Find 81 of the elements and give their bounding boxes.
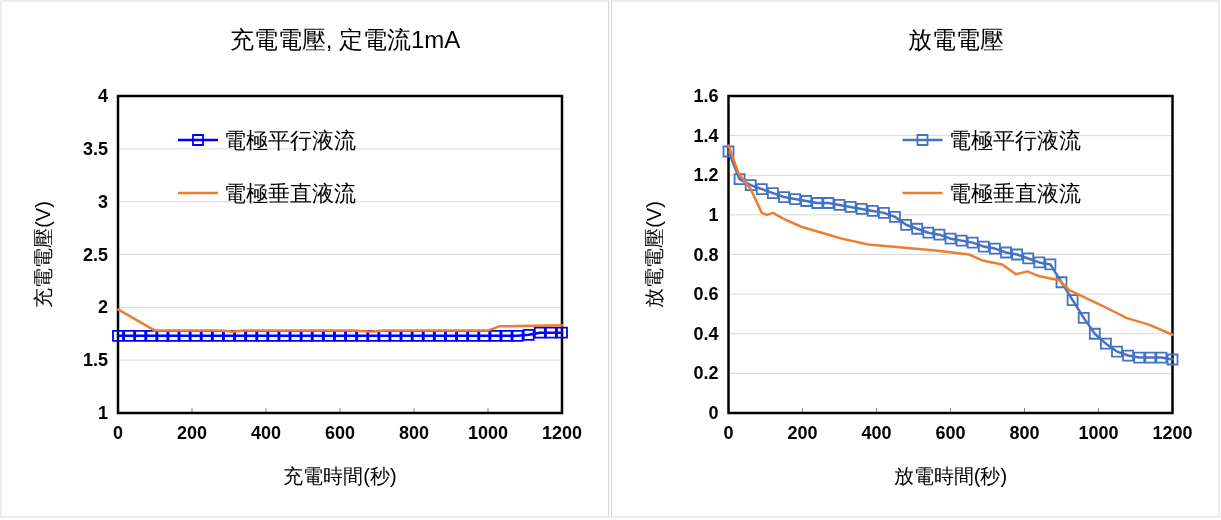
point — [977, 240, 990, 253]
point — [1022, 252, 1035, 265]
x-tick-label: 400 — [861, 423, 892, 443]
x-tick-label: 1000 — [1078, 423, 1119, 443]
point — [944, 232, 957, 245]
point — [989, 242, 1001, 255]
x-tick-label: 200 — [787, 423, 818, 443]
point — [789, 193, 801, 205]
point — [1088, 327, 1101, 340]
x-tick-label: 1000 — [467, 423, 509, 443]
point — [800, 195, 813, 207]
x-tick-label: 1200 — [541, 423, 583, 443]
x-tick-label: 200 — [176, 423, 208, 443]
legend-label: 電極垂直液流 — [224, 181, 356, 206]
point — [833, 199, 846, 211]
point — [955, 234, 968, 247]
legend-label: 電極平行液流 — [224, 128, 356, 153]
point — [767, 187, 779, 199]
y-tick-label: 3.5 — [82, 138, 108, 159]
y-tick-label: 1 — [708, 204, 719, 225]
point — [889, 210, 901, 223]
x-axis-title: 充電時間(秒) — [283, 465, 397, 487]
point — [822, 197, 835, 209]
point — [811, 197, 824, 209]
point — [1133, 351, 1146, 364]
point — [1166, 353, 1179, 366]
y-tick-label: 1 — [97, 403, 108, 423]
x-axis-title: 放電時間(秒) — [893, 465, 1008, 487]
x-tick-label: 400 — [250, 423, 282, 443]
point — [878, 206, 890, 219]
y-tick-label: 0.8 — [693, 244, 719, 265]
y-axis-title: 放電電壓(V) — [642, 201, 665, 308]
x-tick-label: 0 — [112, 423, 124, 443]
y-axis-title: 充電電壓(V) — [32, 201, 54, 308]
point — [1111, 345, 1123, 358]
point — [966, 236, 979, 249]
x-tick-label: 600 — [324, 423, 356, 443]
point — [1033, 256, 1046, 269]
point — [922, 226, 935, 239]
point — [1155, 351, 1168, 364]
point — [1066, 294, 1079, 306]
chart-title: 放電電壓 — [907, 26, 1004, 53]
point — [911, 222, 924, 235]
point — [1077, 312, 1090, 324]
y-tick-label: 1.4 — [693, 125, 719, 146]
point — [1011, 248, 1023, 261]
x-tick-label: 600 — [935, 423, 966, 443]
point — [778, 191, 790, 203]
point — [1100, 337, 1112, 350]
x-tick-label: 1200 — [1152, 423, 1193, 443]
legend-label: 電極平行液流 — [948, 128, 1081, 153]
point — [1044, 258, 1057, 271]
point — [1055, 276, 1068, 289]
point — [733, 173, 746, 186]
y-tick-label: 0.4 — [693, 323, 719, 344]
point — [933, 228, 946, 241]
y-tick-label: 1.6 — [693, 86, 719, 106]
point — [744, 179, 757, 192]
y-tick-label: 2.5 — [82, 244, 108, 265]
y-tick-label: 0.6 — [693, 284, 719, 305]
point — [1000, 246, 1012, 259]
point — [855, 203, 868, 215]
legend-label: 電極垂直液流 — [948, 181, 1081, 206]
point — [900, 218, 912, 231]
point — [755, 183, 768, 196]
point — [844, 201, 857, 213]
y-tick-label: 1.5 — [82, 350, 108, 371]
x-tick-label: 800 — [1009, 423, 1040, 443]
y-tick-label: 3 — [97, 191, 108, 212]
y-tick-label: 4 — [97, 86, 108, 106]
point — [866, 205, 879, 217]
x-tick-label: 0 — [723, 423, 734, 443]
point — [722, 145, 735, 158]
point — [1122, 349, 1134, 362]
y-tick-label: 1.2 — [693, 165, 719, 186]
y-tick-label: 0.2 — [693, 363, 719, 384]
chart-title: 充電電壓, 定電流1mA — [229, 26, 461, 53]
y-tick-label: 0 — [708, 403, 719, 423]
point — [1144, 351, 1157, 364]
y-tick-label: 2 — [97, 297, 108, 318]
x-tick-label: 800 — [398, 423, 430, 443]
